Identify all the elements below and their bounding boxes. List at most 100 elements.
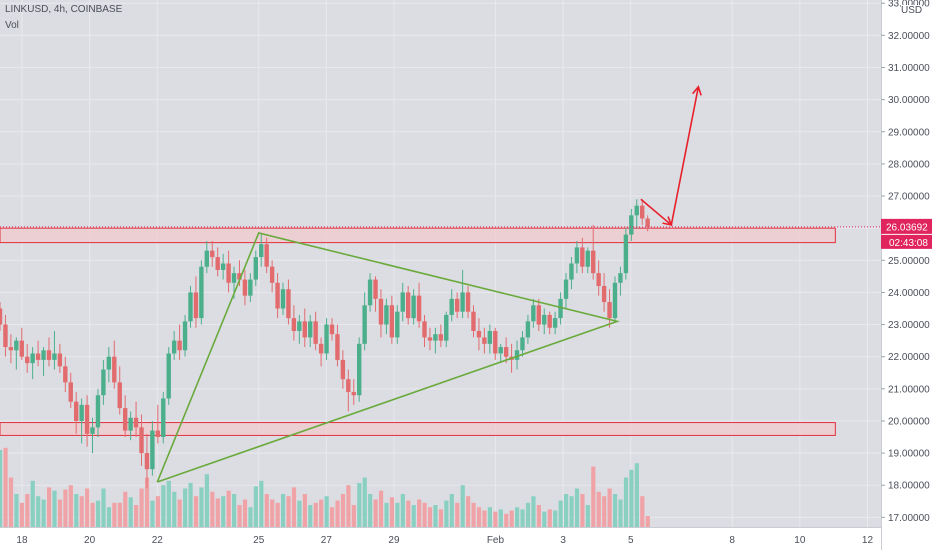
currency-label[interactable]: USD: [901, 5, 923, 16]
candle-body: [346, 379, 351, 393]
candle-body: [30, 353, 35, 364]
candle: [253, 250, 258, 286]
resistance-zone: [0, 227, 836, 244]
volume-bar: [8, 477, 14, 527]
candle-body: [476, 330, 482, 338]
candle-body: [531, 305, 536, 322]
volume-bar: [85, 488, 90, 527]
time-tick-label: 10: [794, 535, 806, 546]
volume-bar: [172, 491, 177, 527]
candle-body: [335, 334, 340, 360]
candle-body: [79, 404, 84, 421]
symbol-legend[interactable]: LINKUSD, 4h, COINBASE: [5, 4, 123, 15]
candle: [618, 266, 623, 296]
candle-body: [493, 330, 498, 354]
price-tick-label: 24.00000: [888, 288, 930, 299]
candle-body: [3, 324, 8, 348]
candle-body: [395, 311, 400, 338]
volume-bar: [574, 488, 580, 527]
volume-bar: [90, 502, 95, 527]
candle: [482, 327, 487, 354]
candle-body: [95, 395, 101, 428]
candle-body: [618, 273, 623, 283]
volume-bar: [36, 496, 41, 527]
volume-legend[interactable]: Vol: [5, 20, 19, 31]
candle-body: [542, 314, 547, 325]
candle-body: [308, 321, 313, 338]
candle: [313, 311, 318, 351]
candle: [525, 314, 531, 344]
time-axis[interactable]: [0, 527, 881, 550]
candle: [476, 318, 482, 351]
candle: [177, 324, 182, 360]
candle: [280, 282, 286, 315]
candle: [645, 215, 650, 232]
candle-body: [204, 250, 210, 267]
price-tick-label: 25.00000: [888, 256, 930, 267]
candle: [498, 343, 503, 364]
candle-body: [351, 392, 356, 396]
volume-bar: [498, 509, 503, 527]
volume-bar: [389, 497, 395, 527]
candle-body: [411, 295, 416, 319]
volume-bar: [286, 496, 291, 527]
arrow-head-down: [662, 216, 673, 227]
candle-body: [101, 369, 106, 396]
candle: [182, 314, 188, 357]
candle: [487, 324, 493, 354]
countdown-badge: [881, 234, 932, 249]
volume-bar: [319, 499, 324, 527]
candle-body: [640, 205, 645, 219]
volume-bar: [466, 496, 471, 527]
candle-body: [596, 273, 601, 286]
candle-body: [384, 305, 389, 325]
volume-bar: [281, 494, 286, 527]
candle-body: [591, 250, 596, 274]
volume-bar: [329, 507, 335, 527]
volume-bar: [275, 502, 280, 527]
candle: [0, 302, 3, 331]
candle-body: [318, 343, 324, 354]
candle: [558, 292, 563, 325]
time-tick-label: 25: [253, 535, 265, 546]
candle-body: [226, 263, 231, 283]
candle-body: [416, 295, 422, 322]
candle-body: [471, 311, 476, 331]
volume-bar: [406, 500, 411, 527]
candle: [199, 260, 204, 325]
candle-body: [139, 427, 144, 454]
candle: [493, 327, 498, 360]
price-tick-label: 32.00000: [888, 31, 930, 42]
candle: [465, 285, 471, 319]
candle: [133, 401, 139, 438]
candle-body: [422, 321, 427, 338]
candle: [629, 208, 634, 242]
candle: [68, 372, 73, 409]
candle-body: [286, 289, 291, 319]
volume-bar: [357, 483, 362, 527]
candle: [161, 392, 166, 444]
triangle-pattern: [156, 232, 621, 483]
candle: [395, 305, 400, 344]
volume-bar: [63, 489, 68, 527]
time-tick-label: 22: [152, 535, 164, 546]
volume-bar: [74, 494, 79, 527]
price-tick-label: 21.00000: [888, 384, 930, 395]
volume-bar: [580, 494, 585, 527]
volume-bar: [493, 511, 498, 527]
volume-bar: [520, 509, 525, 527]
volume-bar: [161, 485, 166, 527]
candle-body: [106, 356, 112, 370]
candle: [275, 273, 280, 319]
candles: [0, 199, 650, 489]
candle-body: [237, 273, 242, 280]
time-tick-label: 20: [84, 535, 96, 546]
candle-body: [199, 266, 204, 319]
candle-body: [259, 244, 264, 258]
candle: [297, 314, 302, 344]
volume-bar: [411, 505, 416, 527]
candle: [623, 228, 629, 280]
volume-bar: [308, 505, 313, 527]
price-axis[interactable]: [881, 0, 932, 550]
